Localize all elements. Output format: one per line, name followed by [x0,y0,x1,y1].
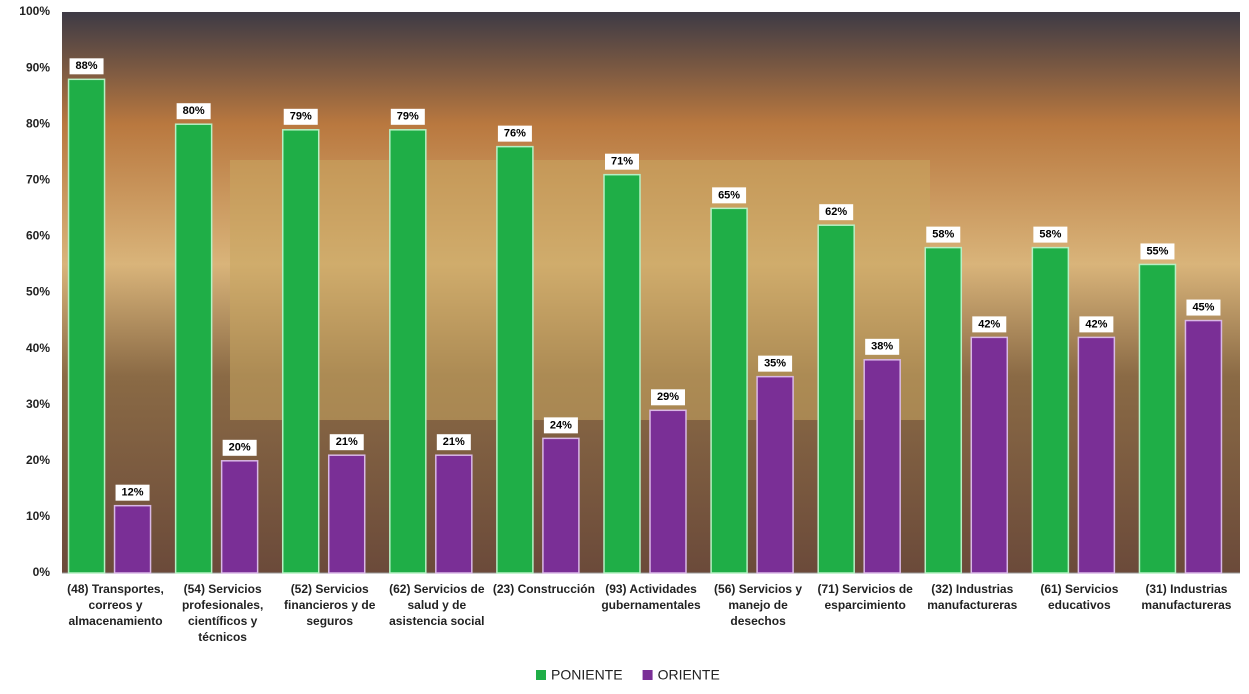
y-tick-label: 30% [26,397,50,411]
x-tick-label: (32) Industrias manufactureras [927,582,1018,612]
value-label: 80% [183,105,205,117]
legend-swatch [642,670,653,680]
value-label: 12% [122,487,144,499]
bar [389,129,427,574]
x-tick-label: (23) Construcción [492,582,595,596]
bar [113,504,152,574]
bar [710,207,748,574]
y-tick-label: 10% [26,509,50,523]
bar [281,129,320,574]
x-tick-label: (56) Servicios y manejo de desechos [714,582,803,628]
x-tick-label: (54) Servicios profesionales, científico… [181,582,264,644]
bar [970,336,1009,574]
value-label: 42% [978,318,1000,330]
x-tick-label: (93) Actividades gubernamentales [601,582,701,612]
bar [542,437,580,574]
value-label: 62% [825,206,847,218]
value-label-box [283,108,318,125]
value-label: 21% [336,436,358,448]
y-tick-label: 80% [26,116,50,130]
value-label-box [1140,243,1175,260]
bar [220,460,259,574]
value-label-box [712,187,747,204]
value-label-box [758,355,793,372]
legend-label: ORIENTE [658,667,720,683]
value-label-box [1079,316,1114,333]
x-tick-label: (48) Transportes, correos y almacenamien… [67,582,164,628]
value-label-box [329,434,364,451]
value-label-box [436,434,471,451]
value-label-box [651,389,685,406]
bar [817,224,855,574]
y-tick-label: 60% [26,229,50,243]
value-label-box [865,338,900,355]
value-label-box [926,226,961,243]
value-label-box [1033,226,1068,243]
y-tick-label: 50% [26,285,50,299]
value-label: 24% [550,419,572,431]
value-label-box [115,484,150,501]
bar [863,359,901,574]
value-label-box [972,316,1007,333]
bar [174,123,213,574]
value-label-box [390,108,425,125]
value-label: 79% [397,111,419,123]
y-tick-label: 20% [26,453,50,467]
y-tick-label: 90% [26,60,50,74]
y-tick-label: 70% [26,172,50,186]
x-tick-label: (31) Industrias manufactureras [1141,582,1232,612]
bar [327,454,366,574]
y-tick-label: 100% [19,4,50,18]
bar [1138,263,1177,574]
value-label: 38% [871,341,893,353]
building [230,160,930,420]
legend-label: PONIENTE [551,667,623,683]
bar [1077,336,1116,574]
x-tick-label: (52) Servicios financieros y de seguros [284,582,376,628]
bar [649,409,687,574]
value-label-box [819,204,854,221]
value-label: 29% [657,391,679,403]
bar [435,454,473,574]
value-label: 21% [443,436,465,448]
y-tick-label: 40% [26,341,50,355]
bar [756,375,794,574]
value-label: 35% [764,358,786,370]
x-tick-label: (62) Servicios de salud y de asistencia … [389,582,485,628]
value-label: 79% [290,111,312,123]
x-tick-label: (71) Servicios de esparcimiento [817,582,913,612]
value-label: 88% [76,60,98,72]
value-label-box [222,439,257,456]
value-label-box [176,103,211,120]
value-label: 65% [718,189,740,201]
value-label: 58% [932,229,954,241]
y-tick-label: 0% [33,565,51,579]
value-label-box [543,417,578,434]
value-label-box [605,153,639,170]
bar [603,173,641,574]
value-label: 42% [1085,318,1107,330]
value-label: 71% [611,156,633,168]
bar [1184,319,1223,574]
bar [496,145,534,574]
value-label: 55% [1146,245,1168,257]
value-label: 20% [229,442,251,454]
value-label: 45% [1192,301,1214,313]
value-label-box [497,125,532,142]
legend-swatch [536,670,546,680]
x-tick-label: (61) Servicios educativos [1040,582,1119,612]
value-label-box [69,58,104,75]
bar [67,78,106,574]
value-label: 76% [504,128,526,140]
bar [1031,246,1070,574]
value-label: 58% [1039,229,1061,241]
bar [924,246,963,574]
value-label-box [1186,299,1221,316]
